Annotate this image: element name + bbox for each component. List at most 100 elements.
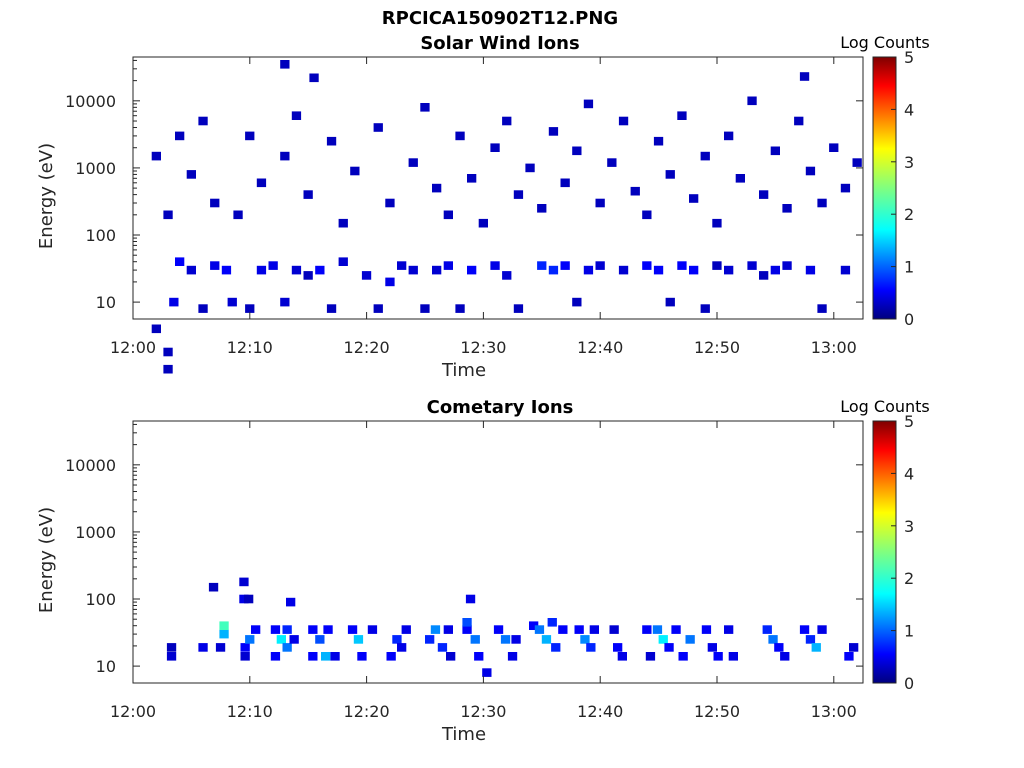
data-cell [151,324,161,334]
y-axis-label: Energy (eV) [36,507,57,613]
data-cell [700,151,710,161]
data-cell [724,131,734,141]
data-cell [470,635,480,644]
colorbar [872,420,897,684]
data-cell [282,643,292,652]
data-cell [529,621,539,630]
data-cell [759,271,769,280]
colorbar-tick-label: 5 [904,48,914,67]
data-cell [701,625,712,634]
colorbar-tick-label: 4 [904,464,914,483]
data-cell [163,210,173,220]
data-cell [321,652,331,661]
data-cell [308,625,318,634]
data-cell [665,297,675,307]
data-cell [560,261,570,270]
data-cell [595,261,605,270]
data-cell [490,261,500,270]
data-cell [308,652,318,661]
panel-title: Solar Wind Ions [420,33,579,54]
y-tick-label: 1000 [75,523,116,542]
data-cell [330,652,340,661]
data-cell [513,190,524,199]
data-cell [794,116,804,126]
data-cell [432,183,442,193]
colorbar-tick-label: 1 [904,258,914,277]
x-tick-label: 12:40 [577,702,623,721]
x-tick-label: 12:20 [344,338,390,357]
data-cell [548,127,559,136]
data-cell [678,652,688,661]
data-cell [799,625,810,634]
data-cell [446,652,456,661]
data-cell [558,625,568,634]
data-cell [712,261,722,270]
data-cell [618,265,629,275]
x-tick-label: 12:20 [344,702,390,721]
x-axis-label: Time [441,360,486,381]
data-cell [353,635,364,644]
data-cell [589,625,599,634]
data-cell [420,103,430,112]
data-cell [759,190,769,199]
x-tick-label: 12:00 [110,338,156,357]
data-cell [408,265,418,275]
data-cell [478,218,488,228]
data-cell [430,625,441,634]
data-cell [240,643,250,652]
data-cell [607,158,617,167]
data-cell [774,643,784,652]
data-cell [215,643,226,652]
x-tick-label: 12:10 [227,338,273,357]
data-cell [163,347,173,357]
data-cell [551,643,561,652]
data-cell [513,304,524,313]
data-cell [432,265,442,275]
data-cell [618,116,629,126]
data-cell [762,625,772,634]
data-cell [166,643,177,652]
x-tick-label: 13:00 [811,338,857,357]
data-cell [811,643,821,652]
data-cell [245,304,255,313]
cells-group [166,577,859,677]
data-cell [770,265,780,275]
data-cell [208,582,219,592]
data-cell [425,635,435,644]
data-cell [392,635,402,644]
data-cell [244,594,254,604]
data-cell [291,111,302,120]
data-cell [583,99,594,109]
data-cell [613,643,623,652]
data-cell [219,621,229,630]
x-tick-label: 12:40 [577,338,623,357]
data-cell [186,170,196,179]
data-cell [482,668,492,677]
data-cell [677,111,687,120]
data-cell [175,131,185,141]
data-cell [198,116,208,126]
data-cell [443,210,453,220]
data-cell [474,652,484,661]
x-tick-label: 12:50 [694,702,740,721]
data-cell [799,72,810,81]
data-cell [268,261,278,270]
data-cell [270,625,281,634]
data-cell [572,146,582,156]
data-cell [270,652,281,661]
data-cell [210,198,220,208]
data-cell [338,257,348,266]
data-cell [303,271,313,280]
data-cell [852,158,862,167]
data-cell [437,643,448,652]
data-cell [653,136,664,146]
data-cell [467,174,477,183]
colorbar-tick-label: 0 [904,310,914,329]
data-cell [500,635,511,644]
data-cell [280,60,290,69]
data-cell [245,131,255,141]
data-cell [397,261,407,270]
data-cell [547,618,557,627]
data-cell [276,635,286,644]
data-cell [724,265,734,275]
